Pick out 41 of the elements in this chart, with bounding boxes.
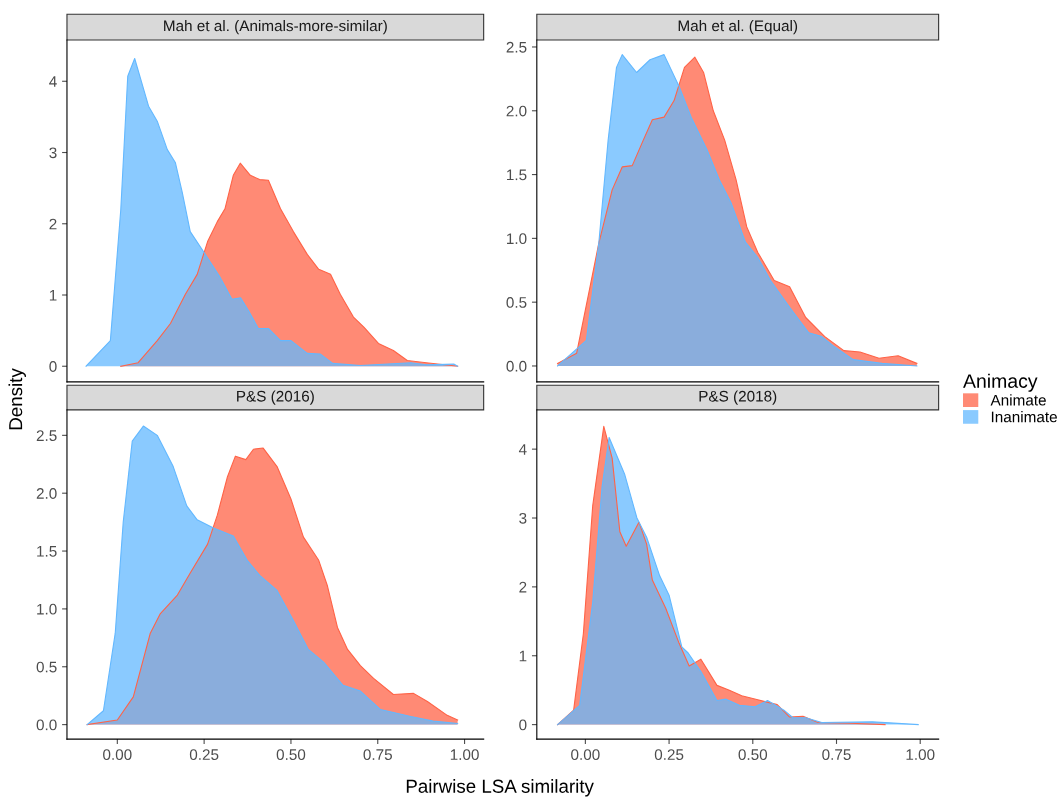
x-tick-label: 0.50	[276, 749, 306, 761]
y-tick-label: 0.0	[506, 360, 527, 372]
chart-title: Mah et al. (Equal)	[678, 20, 798, 35]
y-tick-label: 1.5	[507, 169, 527, 181]
x-axis-title: Pairwise LSA similarity	[406, 779, 594, 797]
y-tick-label: 0.0	[36, 719, 57, 731]
y-axis-title: Density	[8, 368, 26, 430]
legend-label: Inanimate	[991, 411, 1057, 423]
y-tick-label: 2.0	[506, 105, 527, 117]
y-tick-label: 1.0	[37, 603, 57, 615]
legend-title: Animacy	[963, 373, 1038, 392]
x-tick-label: 1.00	[906, 749, 935, 761]
x-tick-label: 0.50	[738, 749, 768, 761]
y-tick-label: 4	[49, 76, 57, 87]
y-tick-label: 0.5	[36, 661, 57, 673]
y-tick-label: 2	[519, 581, 527, 593]
x-tick-label: 0.75	[363, 749, 392, 761]
y-tick-label: 2.5	[36, 430, 57, 442]
y-tick-label: 1	[49, 290, 57, 301]
y-tick-label: 1.5	[37, 546, 57, 557]
y-tick-label: 4	[518, 444, 527, 455]
x-tick-label: 0.25	[189, 749, 219, 761]
chart-title: Mah et al. (Animals-more-similar)	[164, 20, 387, 35]
x-tick-label: 0.00	[103, 749, 132, 761]
y-tick-label: 2.0	[36, 488, 57, 499]
y-tick-label: 2.5	[506, 41, 527, 53]
y-tick-label: 1.0	[507, 233, 527, 245]
x-tick-label: 0.75	[822, 749, 851, 761]
y-tick-label: 0	[519, 719, 527, 731]
y-tick-label: 0.5	[506, 297, 527, 308]
chart-title: P&S (2016)	[237, 390, 314, 405]
x-tick-label: 0.25	[654, 749, 684, 761]
legend-label: Animate	[990, 394, 1046, 406]
y-tick-label: 3	[49, 147, 57, 159]
y-tick-label: 0	[49, 361, 57, 372]
chart-title: P&S (2018)	[699, 390, 777, 405]
y-tick-label: 2	[49, 218, 57, 230]
x-tick-label: 1.00	[450, 749, 479, 761]
y-tick-label: 1	[519, 650, 527, 662]
x-tick-label: 0.00	[571, 749, 600, 761]
y-tick-label: 3	[519, 512, 527, 524]
